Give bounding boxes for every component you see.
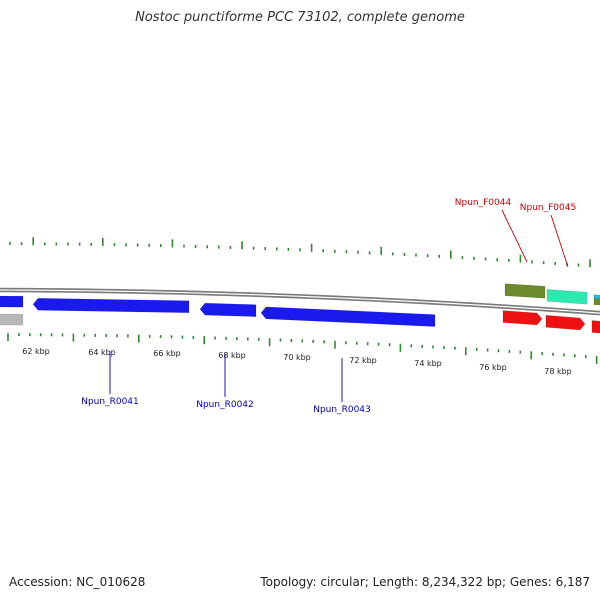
scale-label: 76 kbp <box>479 363 507 372</box>
scale-label: 64 kbp <box>88 348 116 357</box>
genome-backbone <box>0 287 600 316</box>
inner-scale-ticks <box>7 333 598 364</box>
gene-label-forward: Npun_F0045 <box>520 203 576 213</box>
gene-reverse-npun-r0043 <box>260 306 436 327</box>
backbone-inner <box>0 289 600 314</box>
gene-red-forward-2 <box>545 314 586 331</box>
gene-cyan-feature <box>593 294 600 300</box>
scale-label: 70 kbp <box>283 353 311 362</box>
gene-features <box>0 283 600 334</box>
callout-line <box>550 214 569 268</box>
scale-label: 74 kbp <box>414 359 442 368</box>
gene-reverse-npun-r0041 <box>32 297 190 314</box>
gene-red-forward-3 <box>591 320 600 334</box>
scale-label: 62 kbp <box>22 347 50 356</box>
callout-line <box>501 209 528 263</box>
scale-labels: 62 kbp 64 kbp 66 kbp 68 kbp 70 kbp 72 kbp 74 k… <box>22 347 572 376</box>
gene-callouts: Npun_R0041 Npun_R0042 Npun_R0043 Npun_F0044… <box>81 198 576 415</box>
gene-olive-npun-f0044 <box>504 283 546 299</box>
gene-gray-feature <box>0 313 24 326</box>
gene-label-reverse: Npun_R0041 <box>81 397 139 407</box>
gene-label-forward: Npun_F0044 <box>455 198 512 208</box>
scale-label: 66 kbp <box>153 349 181 358</box>
gene-reverse-0040 <box>0 295 24 308</box>
gene-aqua-npun-f0045 <box>546 289 588 305</box>
scale-label: 78 kbp <box>544 367 572 376</box>
gene-olive-feature <box>593 298 600 306</box>
scale-label: 68 kbp <box>218 351 246 360</box>
scale-label: 72 kbp <box>349 356 377 365</box>
outer-gc-ticks <box>9 237 591 268</box>
gene-label-reverse: Npun_R0043 <box>313 405 371 415</box>
genome-summary-text: Topology: circular; Length: 8,234,322 bp… <box>260 575 590 589</box>
map-title: Nostoc punctiforme PCC 73102, complete g… <box>135 10 465 25</box>
gene-red-forward-1 <box>502 310 543 326</box>
gene-reverse-npun-r0042 <box>199 302 257 318</box>
accession-text: Accession: NC_010628 <box>9 575 146 589</box>
gene-label-reverse: Npun_R0042 <box>196 400 254 410</box>
